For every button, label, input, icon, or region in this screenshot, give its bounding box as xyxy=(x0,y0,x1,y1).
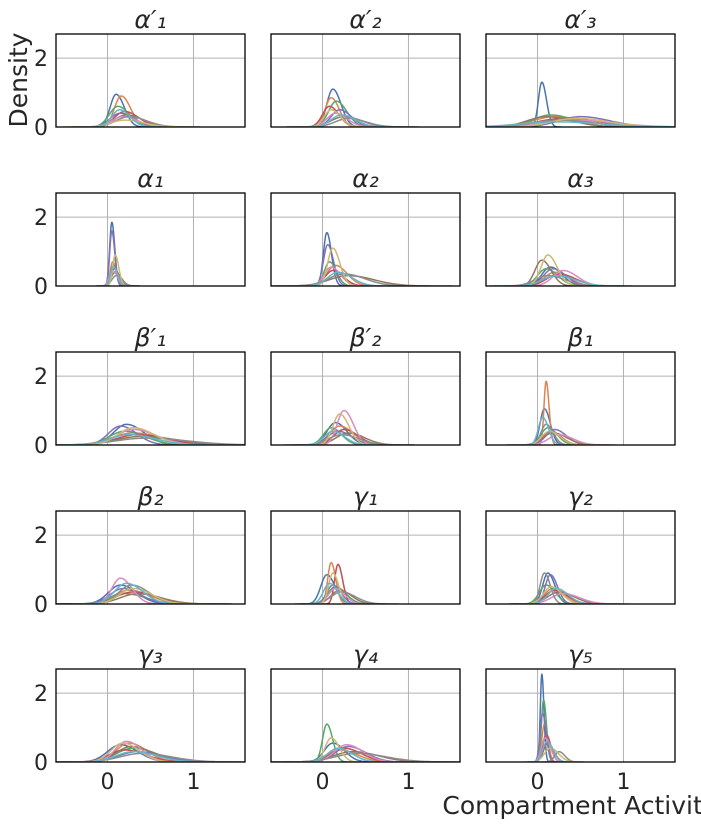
axes-frame xyxy=(485,351,676,446)
subplot-title: β₁ xyxy=(567,323,594,352)
y-tick-label: 2 xyxy=(34,682,48,707)
density-curve xyxy=(309,247,362,286)
y-tick-label: 2 xyxy=(34,206,48,231)
subplot: γ₅ 0 1 xyxy=(485,640,676,795)
axes-frame xyxy=(55,351,246,446)
subplot-title: γ₂ xyxy=(568,482,593,511)
subplot-title: γ₄ xyxy=(353,640,378,669)
axes-frame xyxy=(485,192,676,287)
axes-frame xyxy=(55,192,246,287)
axes-frame xyxy=(485,510,676,605)
subplot-title: γ₃ xyxy=(138,640,163,669)
subplot-title: β₂ xyxy=(137,482,164,511)
subplot: β′₁ 0 2 xyxy=(34,323,246,459)
axes-frame xyxy=(55,510,246,605)
x-tick-label: 0 xyxy=(101,770,115,795)
subplot: α′₁ 0 2 xyxy=(34,5,246,141)
density-curve xyxy=(486,121,675,127)
subplot: γ₂ xyxy=(485,482,676,605)
subplot: α′₂ xyxy=(270,5,461,128)
x-tick-label: 1 xyxy=(616,770,630,795)
subplot: γ₁ xyxy=(270,482,461,605)
axes-frame xyxy=(485,668,676,763)
subplot-title: α′₂ xyxy=(349,5,381,34)
subplot-title: α₁ xyxy=(137,164,164,193)
subplot-title: α₃ xyxy=(567,164,594,193)
x-tick-label: 1 xyxy=(186,770,200,795)
axes-frame xyxy=(270,192,461,287)
subplot-title: β′₁ xyxy=(134,323,167,352)
x-tick-label: 1 xyxy=(401,770,415,795)
y-tick-label: 0 xyxy=(34,751,48,776)
axes-frame xyxy=(55,668,246,763)
subplot-title: γ₁ xyxy=(353,482,378,511)
y-tick-label: 2 xyxy=(34,47,48,72)
x-tick-label: 0 xyxy=(531,770,545,795)
x-axis-label: Compartment Activity xyxy=(442,791,701,820)
subplot-title: α₂ xyxy=(352,164,379,193)
axes-frame xyxy=(270,351,461,446)
subplot: β₁ xyxy=(485,323,676,446)
subplot: α₁ 0 2 xyxy=(34,164,246,300)
subplot: β₂ 0 2 xyxy=(34,482,246,618)
subplot: γ₄ 0 1 xyxy=(270,640,461,795)
subplot: α₃ xyxy=(485,164,676,287)
subplot-title: γ₅ xyxy=(568,640,593,669)
subplot: α₂ xyxy=(270,164,461,287)
y-tick-label: 0 xyxy=(34,593,48,618)
x-tick-label: 0 xyxy=(316,770,330,795)
y-axis-label: Density xyxy=(4,32,33,127)
subplot: γ₃ 0 2 0 1 xyxy=(34,640,246,795)
subplot-title: β′₂ xyxy=(349,323,382,352)
axes-frame xyxy=(270,668,461,763)
axes-frame xyxy=(270,33,461,128)
subplot-title: α′₁ xyxy=(134,5,166,34)
y-tick-label: 2 xyxy=(34,524,48,549)
subplot: β′₂ xyxy=(270,323,461,446)
subplot: α′₃ xyxy=(485,5,676,128)
y-tick-label: 0 xyxy=(34,434,48,459)
y-tick-label: 2 xyxy=(34,365,48,390)
y-tick-label: 0 xyxy=(34,116,48,141)
axes-frame xyxy=(485,33,676,128)
y-tick-label: 0 xyxy=(34,275,48,300)
axes-frame xyxy=(270,510,461,605)
subplot-title: α′₃ xyxy=(564,5,596,34)
axes-frame xyxy=(55,33,246,128)
